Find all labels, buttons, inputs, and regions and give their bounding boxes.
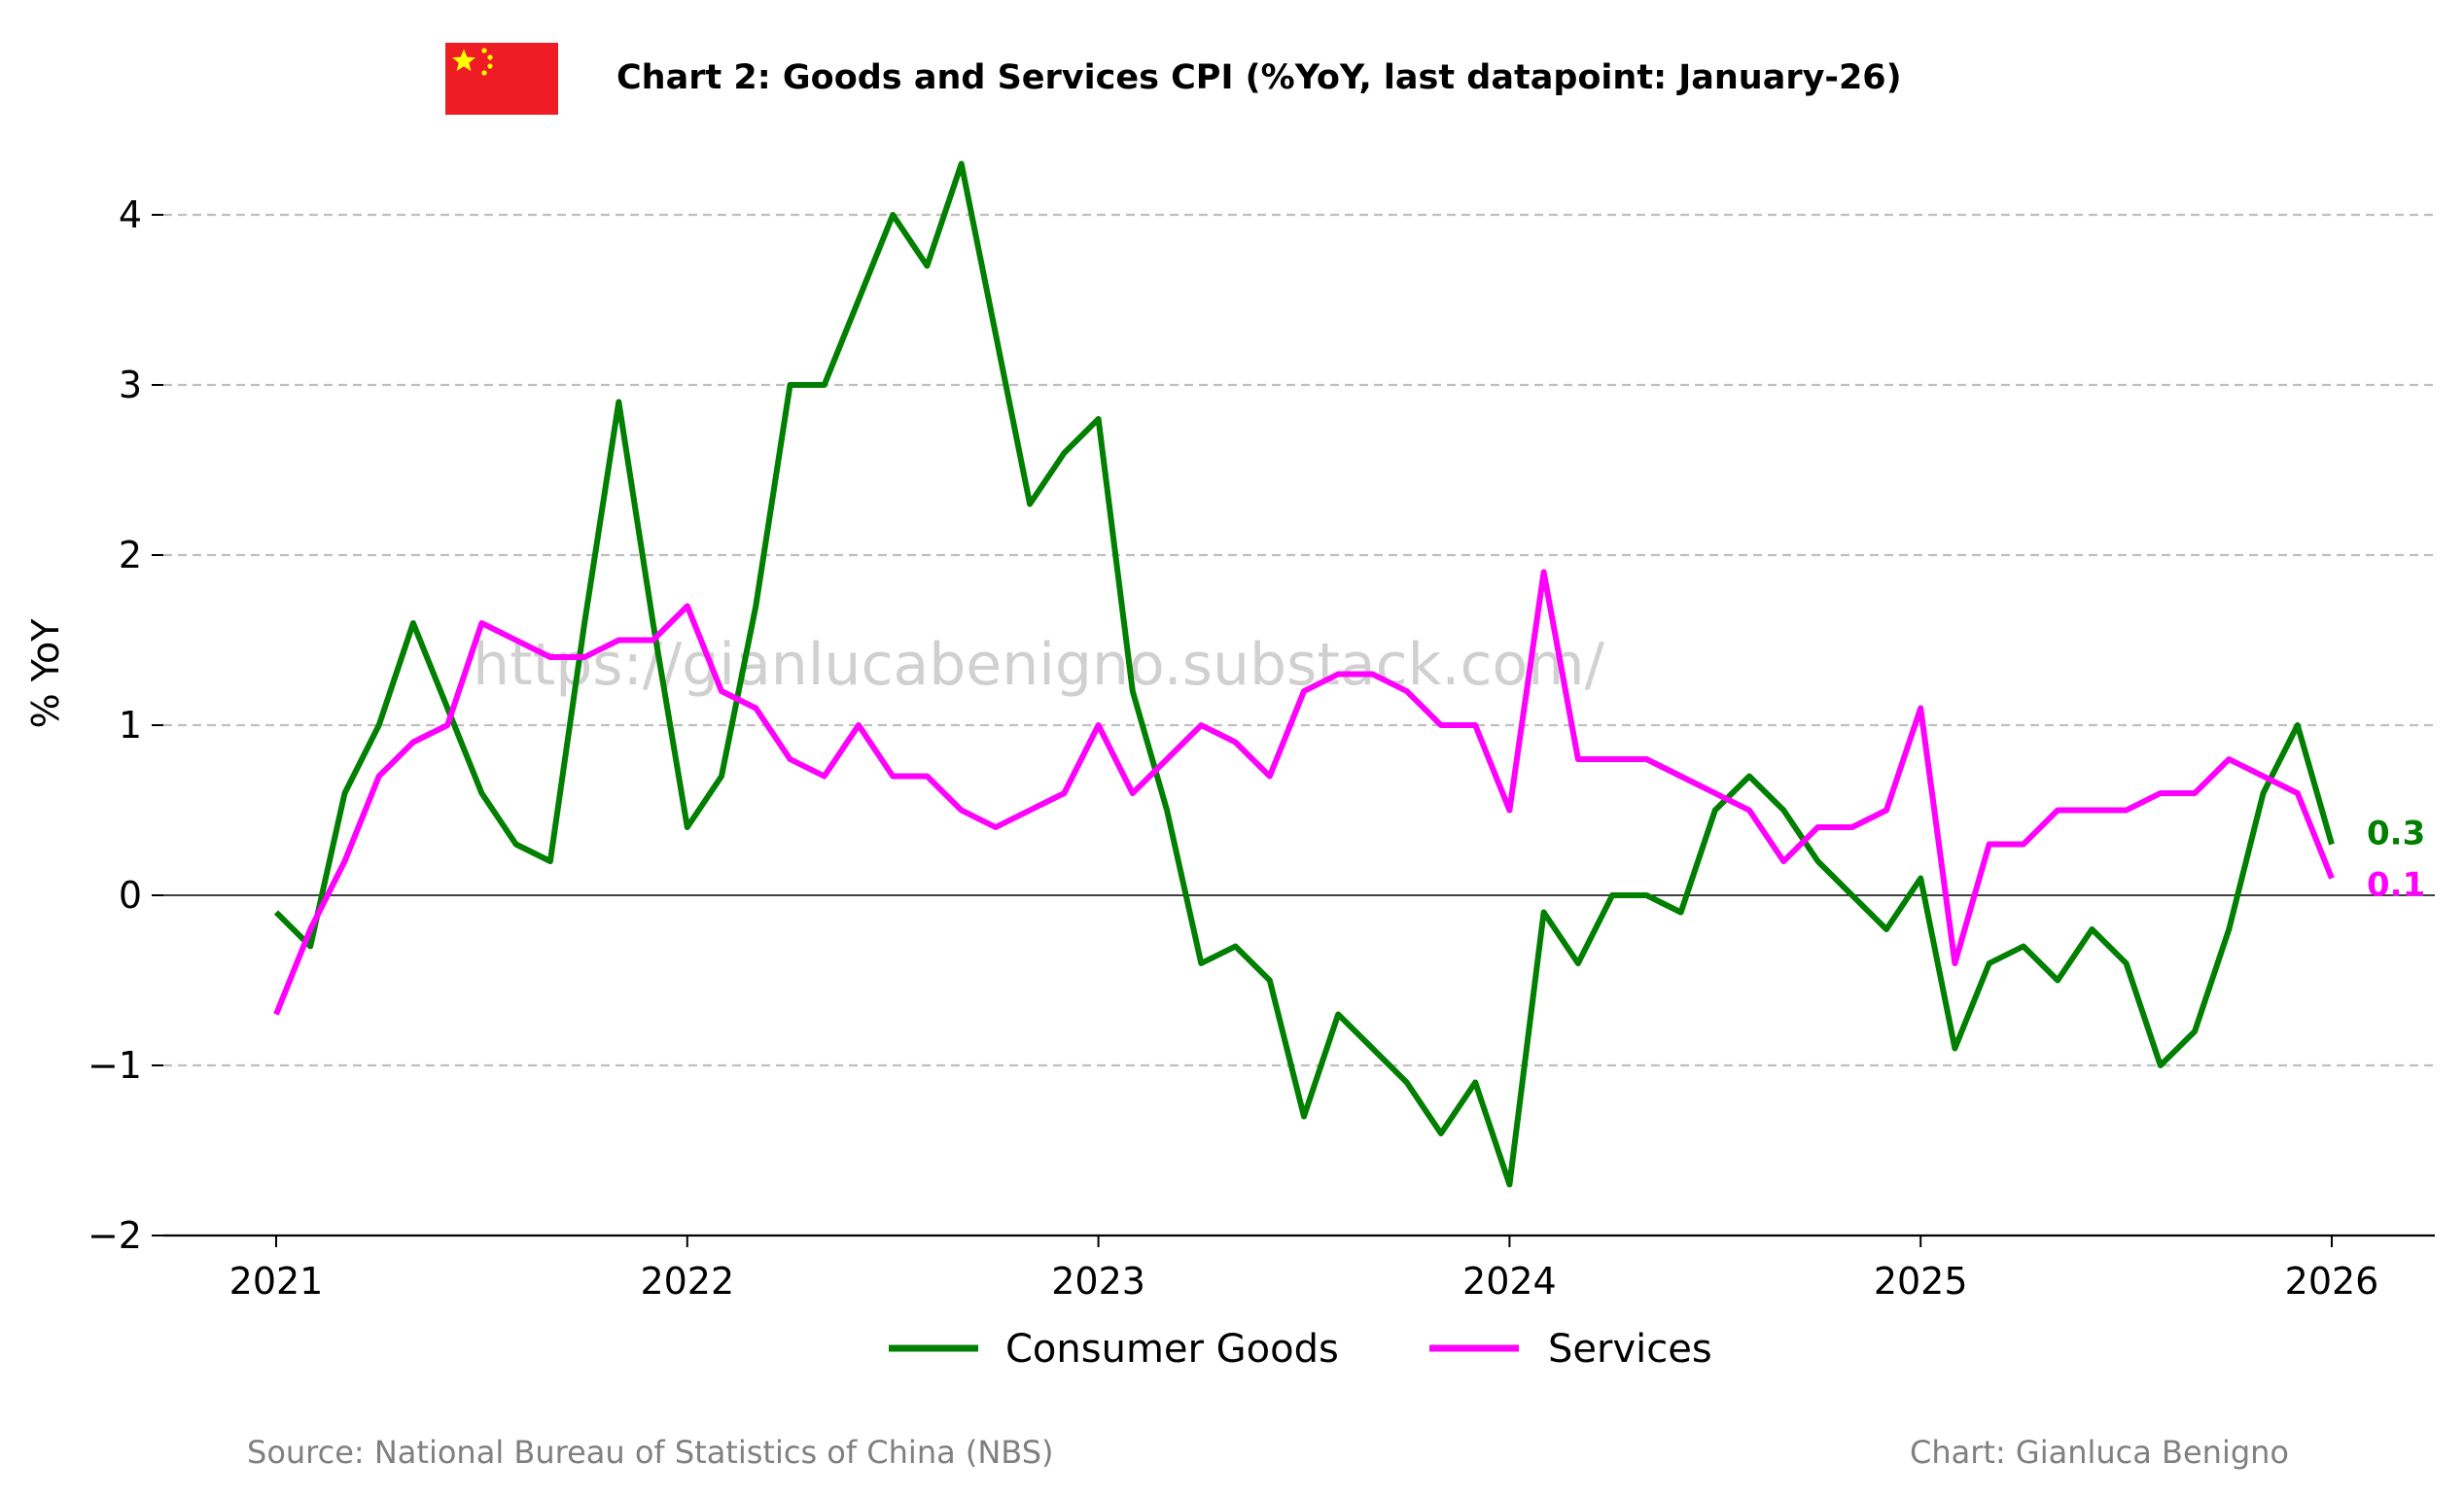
y-axis-title: % YoY xyxy=(24,618,67,729)
y-tick-label: 3 xyxy=(119,364,142,406)
axis-layer: −2 −1 0 1 2 3 4 2021 2022 2023 2024 2025 2026 xyxy=(88,193,2435,1303)
series-line-consumer-goods xyxy=(273,160,2335,1188)
end-label-consumer-goods: 0.3 xyxy=(2367,815,2425,853)
china-flag-icon xyxy=(445,43,558,115)
credit-note: Chart: Gianluca Benigno xyxy=(1910,1434,2289,1471)
x-tick-label: 2026 xyxy=(2285,1260,2379,1303)
y-tick-label: 4 xyxy=(119,193,142,236)
flag-big-star xyxy=(452,49,475,71)
end-label-services: 0.1 xyxy=(2367,866,2425,905)
flag-small-star xyxy=(487,54,493,60)
y-tick-label: 1 xyxy=(119,704,142,747)
x-tick-label: 2024 xyxy=(1462,1260,1557,1303)
y-tick-label: 0 xyxy=(119,874,142,917)
x-tick-label: 2022 xyxy=(640,1260,734,1303)
legend-label-consumer-goods: Consumer Goods xyxy=(1005,1327,1339,1372)
chart-title: Chart 2: Goods and Services CPI (%YoY, l… xyxy=(616,58,1902,97)
label-layer: 0.30.1 xyxy=(2367,815,2425,905)
legend: Consumer Goods Services xyxy=(889,1327,1712,1372)
y-tick-label: −2 xyxy=(88,1214,142,1257)
series-line-services xyxy=(273,569,2335,1016)
source-note: Source: National Bureau of Statistics of… xyxy=(247,1434,1053,1471)
x-tick-label: 2023 xyxy=(1051,1260,1145,1303)
series-layer xyxy=(273,160,2335,1188)
x-tick-label: 2025 xyxy=(1874,1260,1968,1303)
y-tick-label: 2 xyxy=(119,534,142,576)
legend-label-services: Services xyxy=(1548,1327,1712,1372)
flag-small-star xyxy=(487,63,493,69)
flag-small-star xyxy=(481,48,487,53)
y-tick-label: −1 xyxy=(88,1044,142,1087)
x-tick-label: 2021 xyxy=(229,1260,324,1303)
flag-small-star xyxy=(481,70,487,76)
